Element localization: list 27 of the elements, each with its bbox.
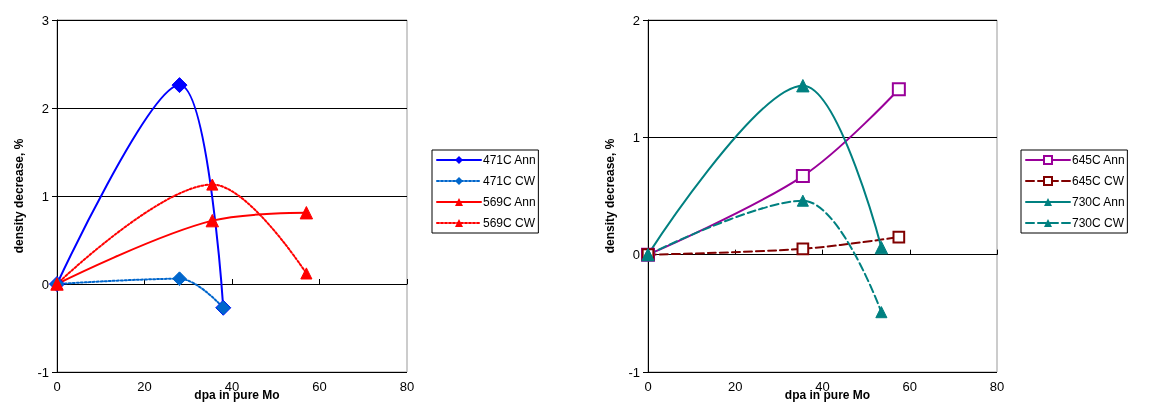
legend-label: 569C Ann (483, 195, 536, 209)
y-tick-label: -1 (37, 364, 49, 380)
x-tick-label: 60 (312, 379, 327, 394)
y-tick-label: -1 (628, 364, 640, 380)
legend-label: 471C Ann (483, 153, 536, 167)
y-tick-label: 2 (41, 100, 49, 116)
y-tick-label: 0 (632, 247, 640, 263)
legend-label: 730C Ann (1072, 195, 1125, 209)
x-tick-label: 80 (989, 379, 1005, 394)
legend-label: 569C CW (483, 216, 536, 230)
y-axis-title: density decrease, % (603, 138, 617, 254)
x-tick-label: 0 (53, 379, 61, 394)
x-tick-label: 0 (644, 379, 652, 394)
x-tick-label: 20 (728, 379, 743, 394)
y-axis-title: density decrease, % (12, 138, 26, 254)
y-tick-label: 2 (632, 12, 640, 28)
x-tick-label: 80 (399, 379, 415, 394)
legend-label: 645C CW (1072, 174, 1125, 188)
y-tick-label: 0 (41, 276, 49, 292)
x-tick-label: 20 (137, 379, 152, 394)
legend-label: 645C Ann (1072, 153, 1125, 167)
x-tick-label: 60 (902, 379, 917, 394)
y-tick-label: 1 (41, 188, 49, 204)
legend-label: 730C CW (1072, 216, 1125, 230)
y-tick-label: 3 (41, 12, 49, 28)
y-tick-label: 1 (632, 129, 640, 145)
legend-label: 471C CW (483, 174, 536, 188)
